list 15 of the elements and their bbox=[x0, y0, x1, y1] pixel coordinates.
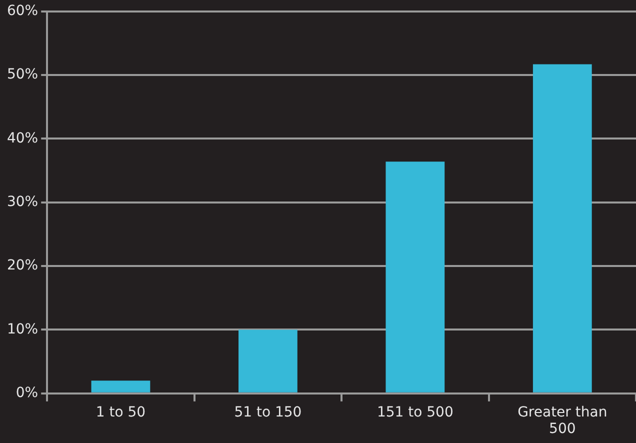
y-tick-label: 20% bbox=[6, 258, 38, 274]
y-tick-label: 40% bbox=[6, 130, 38, 146]
x-tick-label: 151 to 500 bbox=[376, 404, 454, 420]
y-tick-label: 50% bbox=[6, 66, 38, 83]
y-tick-label: 60% bbox=[6, 3, 38, 20]
y-tick-label: 10% bbox=[6, 321, 38, 338]
x-tick-label: 51 to 150 bbox=[234, 404, 302, 420]
bar bbox=[386, 162, 445, 392]
bar bbox=[238, 330, 298, 392]
x-tick-label: Greater than 500 bbox=[518, 404, 608, 438]
x-tick-label: 1 to 50 bbox=[96, 404, 146, 420]
y-tick-label: 30% bbox=[6, 194, 38, 210]
y-tick-label: 0% bbox=[16, 385, 38, 402]
bar bbox=[532, 64, 592, 392]
bar bbox=[91, 380, 150, 392]
